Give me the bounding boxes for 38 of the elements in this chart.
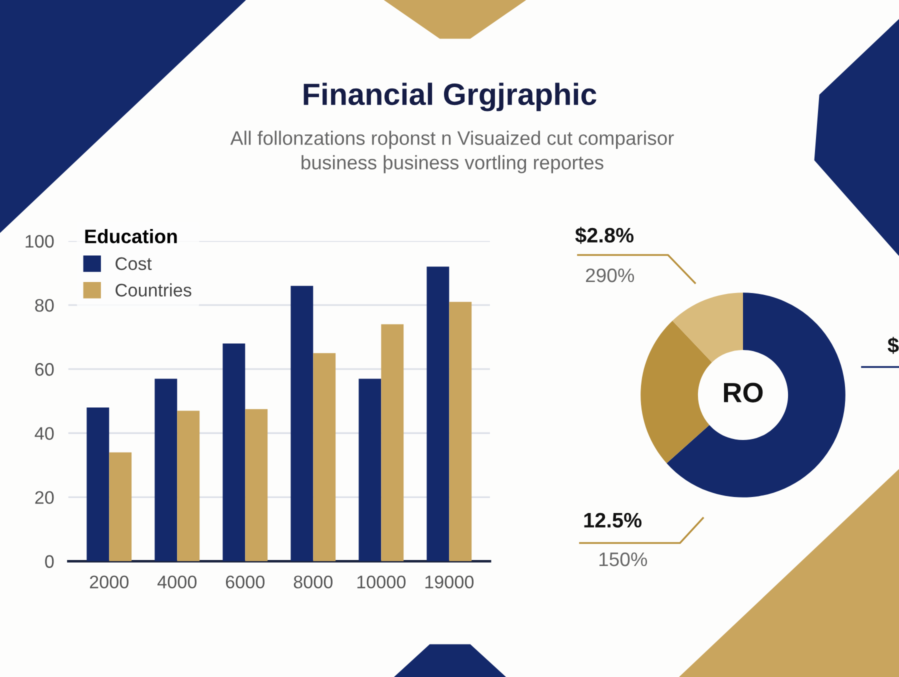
- bar: [426, 266, 450, 562]
- legend-title: Education: [85, 229, 177, 244]
- bar: [381, 324, 404, 562]
- donut-slice: [640, 320, 712, 464]
- bar: [358, 378, 382, 562]
- legend-label: Countries: [116, 283, 192, 297]
- y-tick-label: 40: [34, 427, 54, 440]
- y-tick-label: 80: [35, 298, 54, 312]
- y-tick-label: 20: [35, 491, 54, 504]
- text: 150%: [599, 552, 648, 566]
- chart-title: Financial Grgjraphic: [304, 82, 596, 112]
- y-tick-label: 60: [35, 363, 54, 376]
- bar: [177, 410, 200, 562]
- donut-slice: [666, 292, 846, 498]
- text: RO: [724, 382, 763, 402]
- bar: [449, 302, 472, 562]
- bar: [109, 452, 132, 562]
- chart-subtitle: All follonzations roþonst n Visuaized cut comparisor business þusiness vortling reportes: [230, 130, 674, 174]
- x-tick-label: 8000: [294, 576, 333, 588]
- bar: [290, 286, 314, 562]
- y-tick-label: 100: [26, 234, 54, 248]
- text: $2.8%: [575, 226, 634, 244]
- legend-label: Cost: [116, 257, 152, 270]
- x-tick-label: 6000: [226, 576, 265, 588]
- x-tick-label: 4000: [157, 576, 197, 588]
- text: 290%: [586, 268, 634, 282]
- y-tick-label: 0: [45, 555, 54, 568]
- bar: [86, 408, 110, 562]
- text: $: [888, 336, 899, 354]
- x-tick-label: 2000: [90, 576, 129, 588]
- donut-slice: [672, 292, 743, 362]
- bar: [222, 343, 246, 562]
- bar: [313, 353, 336, 562]
- bar: [154, 378, 178, 562]
- bar: [245, 409, 268, 562]
- x-tick-label: 10000: [357, 576, 406, 588]
- text: 12.5%: [584, 512, 642, 528]
- x-tick-label: 19000: [425, 576, 474, 588]
